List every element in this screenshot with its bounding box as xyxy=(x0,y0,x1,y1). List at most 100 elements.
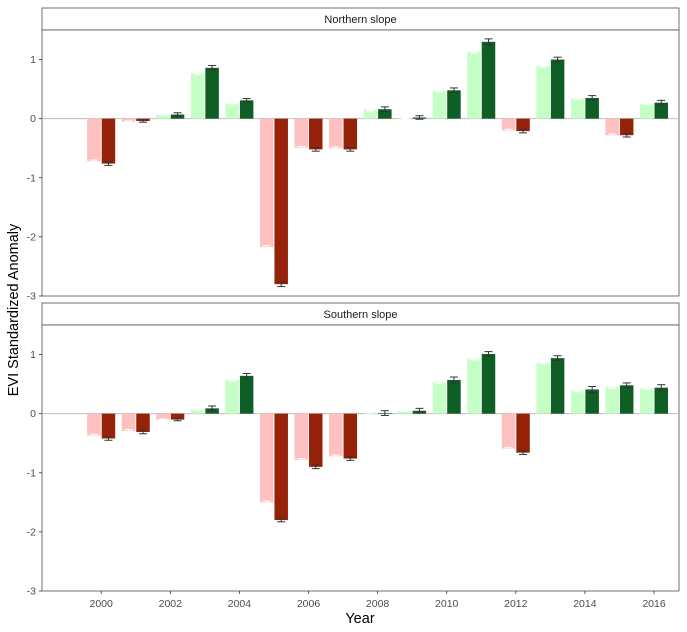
bar-2005-s2 xyxy=(274,413,288,521)
bar-2001-s1 xyxy=(121,118,136,122)
bar-2014-s1 xyxy=(570,390,585,414)
bar-2011-s2 xyxy=(481,353,496,414)
error-bar-2006-s2 xyxy=(311,464,320,470)
bar-2002-s2 xyxy=(170,413,185,420)
error-bar-2000-s1 xyxy=(89,433,98,438)
bar-2001-s1 xyxy=(121,413,136,431)
error-bar-2004-s2 xyxy=(242,98,251,103)
bar-2009-s1 xyxy=(398,410,412,414)
panel-title: Southern slope xyxy=(324,309,398,321)
error-bar-2009-s2 xyxy=(415,115,424,120)
error-bar-2004-s1 xyxy=(228,102,237,105)
error-bar-2011-s2 xyxy=(484,38,493,46)
error-bar-2009-s1 xyxy=(400,409,409,412)
panel-1: Southern slope -3 -2 -1 0 1 xyxy=(27,302,680,598)
error-bar-2015-s1 xyxy=(608,385,617,389)
bar-2014-s2 xyxy=(585,389,599,414)
bar-2004-s2 xyxy=(239,100,254,119)
panel-0: Northern slope -3 -2 -1 0 1 xyxy=(27,7,680,303)
bar-2012-s2 xyxy=(516,118,530,132)
error-bar-2006-s2 xyxy=(311,147,320,152)
x-tick-label: 2008 xyxy=(366,598,390,610)
error-bar-2004-s1 xyxy=(228,378,237,382)
error-bar-2016-s1 xyxy=(642,386,651,390)
bar-2001-s2 xyxy=(136,413,150,432)
y-tick-label: 1 xyxy=(30,349,36,361)
bar-2016-s2 xyxy=(654,102,668,119)
error-bar-2010-s1 xyxy=(435,380,444,385)
bar-2006-s2 xyxy=(309,413,323,467)
bar-2015-s2 xyxy=(619,118,634,136)
y-tick-label: -3 xyxy=(27,291,36,303)
y-tick-label: 1 xyxy=(30,54,36,66)
error-bar-2009-s2 xyxy=(415,407,424,414)
error-bar-2000-s1 xyxy=(89,159,98,163)
error-bar-2014-s1 xyxy=(573,97,582,100)
error-bar-2001-s2 xyxy=(139,429,147,435)
bar-2013-s2 xyxy=(550,358,565,414)
x-tick-label: 2002 xyxy=(159,598,183,610)
error-bar-2012-s1 xyxy=(504,128,513,133)
bar-2016-s1 xyxy=(640,388,654,414)
bar-2006-s1 xyxy=(294,413,308,460)
bar-2000-s1 xyxy=(87,118,101,162)
error-bar-2010-s2 xyxy=(449,87,458,94)
error-bar-2014-s2 xyxy=(588,95,597,101)
bar-2014-s2 xyxy=(585,97,599,119)
bar-2000-s2 xyxy=(101,118,116,164)
bar-2013-s2 xyxy=(550,59,565,119)
error-bar-2012-s2 xyxy=(519,450,528,455)
x-tick-label: 2006 xyxy=(297,598,321,610)
error-bar-2013-s1 xyxy=(539,64,548,68)
bar-2015-s1 xyxy=(605,387,619,414)
bar-2007-s1 xyxy=(329,413,343,457)
bar-2007-s2 xyxy=(343,413,358,459)
panel-border xyxy=(41,29,680,297)
bar-2004-s1 xyxy=(225,379,239,414)
error-bar-2007-s1 xyxy=(331,454,340,458)
error-bar-2015-s1 xyxy=(608,133,617,137)
x-tick-label: 2014 xyxy=(573,598,597,610)
bar-2011-s1 xyxy=(467,51,481,119)
y-tick-label: -1 xyxy=(27,172,36,184)
error-bar-2008-s1 xyxy=(366,411,375,414)
error-bar-2005-s2 xyxy=(277,281,286,288)
error-bar-2011-s1 xyxy=(470,357,478,361)
bar-2003-s1 xyxy=(190,73,205,119)
bar-2002-s1 xyxy=(156,413,170,420)
bar-2002-s1 xyxy=(156,114,170,119)
bar-2003-s2 xyxy=(205,67,219,119)
error-bar-2006-s1 xyxy=(297,458,306,462)
error-bar-2013-s1 xyxy=(539,361,548,365)
bar-2000-s2 xyxy=(101,413,116,439)
error-bar-2011-s2 xyxy=(484,351,493,357)
bar-2005-s1 xyxy=(259,118,274,247)
x-axis-title: Year xyxy=(345,611,374,627)
bar-2014-s1 xyxy=(570,98,585,119)
y-tick-label: -1 xyxy=(27,467,36,479)
bar-2010-s1 xyxy=(432,382,447,414)
error-bar-2005-s1 xyxy=(262,245,271,249)
error-bar-2001-s2 xyxy=(139,119,147,123)
bar-2007-s1 xyxy=(329,118,343,149)
error-bar-2005-s1 xyxy=(262,500,271,505)
bar-2004-s1 xyxy=(225,103,239,119)
bar-2008-s2 xyxy=(378,109,392,119)
error-bar-2003-s2 xyxy=(208,64,217,71)
bar-2015-s2 xyxy=(619,385,634,414)
error-bar-2008-s2 xyxy=(380,410,389,416)
bar-2013-s1 xyxy=(536,362,550,414)
error-bar-2012-s1 xyxy=(504,446,513,451)
bar-2010-s2 xyxy=(447,379,461,414)
error-bar-2007-s1 xyxy=(331,146,340,150)
bar-2013-s1 xyxy=(536,66,550,119)
y-tick-label: 0 xyxy=(30,113,36,125)
panels-layer: Northern slope -3 -2 -1 0 1 Southern slope -3 -2… xyxy=(27,7,680,598)
error-bar-2010-s2 xyxy=(449,376,458,384)
bar-2005-s1 xyxy=(259,413,274,503)
bar-2005-s2 xyxy=(274,118,288,285)
error-bar-2010-s1 xyxy=(435,89,444,93)
bar-2011-s2 xyxy=(481,41,496,119)
error-bar-2008-s1 xyxy=(366,108,375,112)
